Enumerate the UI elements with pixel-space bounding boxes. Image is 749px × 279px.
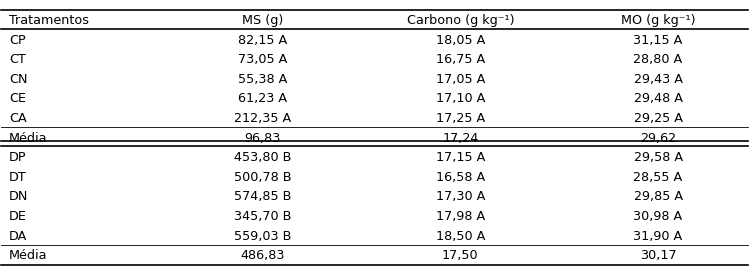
Text: 31,15 A: 31,15 A: [634, 33, 683, 47]
Text: MO (g kg⁻¹): MO (g kg⁻¹): [621, 14, 695, 27]
Text: 30,17: 30,17: [640, 249, 676, 262]
Text: 17,05 A: 17,05 A: [436, 73, 485, 86]
Text: DA: DA: [9, 230, 27, 243]
Text: 73,05 A: 73,05 A: [238, 53, 288, 66]
Text: 17,15 A: 17,15 A: [436, 151, 485, 164]
Text: Média: Média: [9, 132, 47, 145]
Text: 17,24: 17,24: [442, 132, 479, 145]
Text: 55,38 A: 55,38 A: [238, 73, 288, 86]
Text: 345,70 B: 345,70 B: [234, 210, 291, 223]
Text: 29,85 A: 29,85 A: [634, 191, 682, 203]
Text: 28,80 A: 28,80 A: [634, 53, 682, 66]
Text: 453,80 B: 453,80 B: [234, 151, 291, 164]
Text: DN: DN: [9, 191, 28, 203]
Text: 18,05 A: 18,05 A: [436, 33, 485, 47]
Text: 29,48 A: 29,48 A: [634, 92, 682, 105]
Text: CA: CA: [9, 112, 27, 125]
Text: 17,98 A: 17,98 A: [436, 210, 485, 223]
Text: 30,98 A: 30,98 A: [634, 210, 682, 223]
Text: 16,75 A: 16,75 A: [436, 53, 485, 66]
Text: 17,30 A: 17,30 A: [436, 191, 485, 203]
Text: MS (g): MS (g): [242, 14, 283, 27]
Text: Tratamentos: Tratamentos: [9, 14, 89, 27]
Text: CN: CN: [9, 73, 28, 86]
Text: 17,50: 17,50: [442, 249, 479, 262]
Text: DP: DP: [9, 151, 26, 164]
Text: 29,62: 29,62: [640, 132, 676, 145]
Text: 212,35 A: 212,35 A: [234, 112, 291, 125]
Text: 29,58 A: 29,58 A: [634, 151, 682, 164]
Text: 96,83: 96,83: [244, 132, 281, 145]
Text: CE: CE: [9, 92, 26, 105]
Text: 486,83: 486,83: [240, 249, 285, 262]
Text: Carbono (g kg⁻¹): Carbono (g kg⁻¹): [407, 14, 514, 27]
Text: 17,10 A: 17,10 A: [436, 92, 485, 105]
Text: 82,15 A: 82,15 A: [238, 33, 287, 47]
Text: 16,58 A: 16,58 A: [436, 171, 485, 184]
Text: Média: Média: [9, 249, 47, 262]
Text: 28,55 A: 28,55 A: [634, 171, 682, 184]
Text: 559,03 B: 559,03 B: [234, 230, 291, 243]
Text: 29,43 A: 29,43 A: [634, 73, 682, 86]
Text: 61,23 A: 61,23 A: [238, 92, 287, 105]
Text: 17,25 A: 17,25 A: [436, 112, 485, 125]
Text: CT: CT: [9, 53, 25, 66]
Text: 29,25 A: 29,25 A: [634, 112, 682, 125]
Text: 574,85 B: 574,85 B: [234, 191, 291, 203]
Text: CP: CP: [9, 33, 25, 47]
Text: 18,50 A: 18,50 A: [436, 230, 485, 243]
Text: 31,90 A: 31,90 A: [634, 230, 682, 243]
Text: 500,78 B: 500,78 B: [234, 171, 291, 184]
Text: DE: DE: [9, 210, 27, 223]
Text: DT: DT: [9, 171, 27, 184]
